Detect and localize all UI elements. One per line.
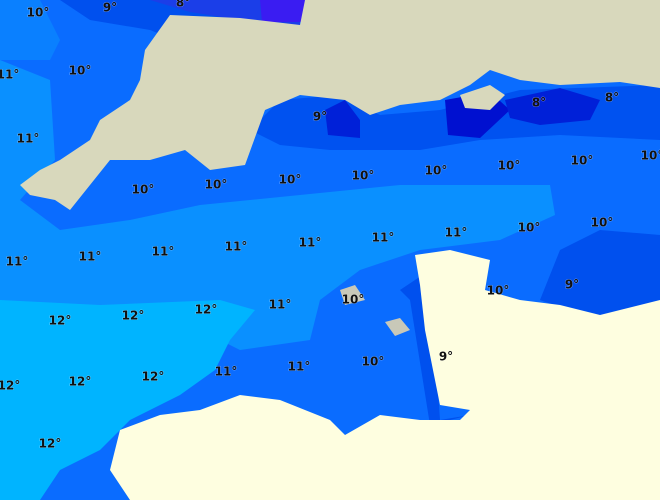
temperature-label: 9° xyxy=(565,278,579,292)
sea-8-dark xyxy=(260,0,305,22)
temperature-label: 10° xyxy=(69,64,92,78)
temperature-label: 10° xyxy=(425,164,448,178)
temperature-label: 11° xyxy=(215,365,238,379)
sea-9 xyxy=(540,230,660,320)
land-alderney xyxy=(340,285,365,305)
temperature-label: 10° xyxy=(342,293,365,307)
temperature-label: 10° xyxy=(591,216,614,230)
temperature-label: 11° xyxy=(152,245,175,259)
sea-10-5 xyxy=(0,0,60,60)
temperature-label: 12° xyxy=(49,314,72,328)
sea-8-patch xyxy=(325,100,360,138)
land-britain xyxy=(20,0,660,210)
temperature-label: 10° xyxy=(362,355,385,369)
temperature-label: 11° xyxy=(299,236,322,250)
land-guernsey xyxy=(385,318,410,336)
temperature-label: 12° xyxy=(195,303,218,317)
temperature-label: 8° xyxy=(532,96,546,110)
temperature-label: 11° xyxy=(372,231,395,245)
temperature-label: 11° xyxy=(17,132,40,146)
temperature-label: 11° xyxy=(6,255,29,269)
temperature-label: 11° xyxy=(445,226,468,240)
temperature-label: 11° xyxy=(269,298,292,312)
temperature-label: 10° xyxy=(205,178,228,192)
temperature-label: 9° xyxy=(103,1,117,15)
temperature-label: 9° xyxy=(439,350,453,364)
land-france xyxy=(110,250,660,500)
sea-8-patch xyxy=(505,88,600,125)
temperature-label: 10° xyxy=(571,154,594,168)
temperature-label: 10° xyxy=(498,159,521,173)
temperature-label: 8° xyxy=(176,0,190,10)
temperature-label: 11° xyxy=(0,68,19,82)
land-isle-of-wight xyxy=(460,85,505,110)
temperature-label: 10° xyxy=(132,183,155,197)
temperature-label: 11° xyxy=(79,250,102,264)
temperature-label: 11° xyxy=(225,240,248,254)
temperature-label: 12° xyxy=(142,370,165,384)
temperature-label: 8° xyxy=(605,91,619,105)
temperature-label: 11° xyxy=(288,360,311,374)
temperature-labels: 10° 9° 8° 11° 10° 9° 8° 8° 11° 10° 10° 1… xyxy=(0,0,660,451)
temperature-label: 12° xyxy=(122,309,145,323)
temperature-label: 10° xyxy=(518,221,541,235)
temperature-label: 10° xyxy=(352,169,375,183)
temperature-label: 9° xyxy=(313,110,327,124)
temperature-label: 12° xyxy=(0,379,20,393)
sea-11 xyxy=(0,60,555,350)
temperature-label: 12° xyxy=(69,375,92,389)
temperature-label: 10° xyxy=(487,284,510,298)
sea-12 xyxy=(0,300,255,500)
temperature-label: 10° xyxy=(279,173,302,187)
temperature-label: 10° xyxy=(641,149,660,163)
temperature-label: 10° xyxy=(27,6,50,20)
temperature-label: 12° xyxy=(39,437,62,451)
